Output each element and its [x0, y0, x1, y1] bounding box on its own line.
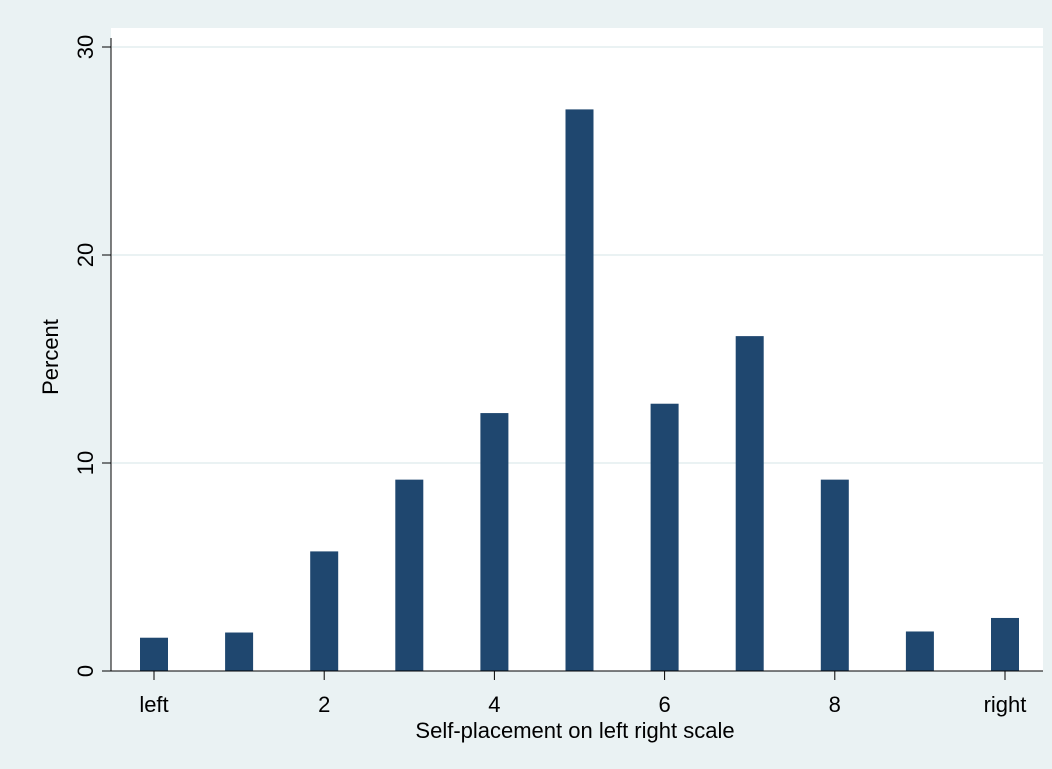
bar-1 — [225, 632, 254, 671]
y-tick-label-0: 0 — [73, 665, 98, 677]
bar-10 — [991, 617, 1019, 671]
ticks: 0 10 20 30 left 2 4 6 8 right — [73, 35, 1026, 717]
bar-3 — [395, 479, 424, 671]
y-tick-label-2: 20 — [73, 243, 98, 267]
bar-6 — [650, 403, 679, 671]
x-tick-label-0: left — [139, 692, 168, 717]
x-tick-label-1: 2 — [318, 692, 330, 717]
axes — [110, 38, 1043, 672]
bar-7 — [735, 336, 764, 671]
bar-2 — [310, 551, 339, 671]
x-tick-label-5: right — [984, 692, 1027, 717]
x-tick-label-3: 6 — [658, 692, 670, 717]
x-axis-title: Self-placement on left right scale — [415, 718, 734, 743]
y-tick-label-1: 10 — [73, 451, 98, 475]
y-axis-title: Percent — [38, 319, 63, 395]
y-tick-label-3: 30 — [73, 35, 98, 59]
bars — [140, 109, 1019, 671]
bar-5 — [565, 109, 594, 671]
bar-4 — [480, 413, 509, 671]
bar-8 — [820, 479, 849, 671]
bar-9 — [905, 631, 934, 671]
x-tick-label-4: 8 — [829, 692, 841, 717]
x-tick-label-2: 4 — [488, 692, 500, 717]
bar-0 — [140, 637, 168, 671]
